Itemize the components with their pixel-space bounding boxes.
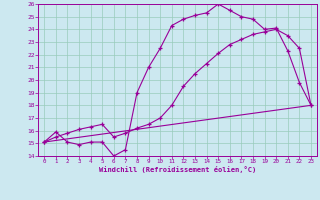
X-axis label: Windchill (Refroidissement éolien,°C): Windchill (Refroidissement éolien,°C): [99, 166, 256, 173]
